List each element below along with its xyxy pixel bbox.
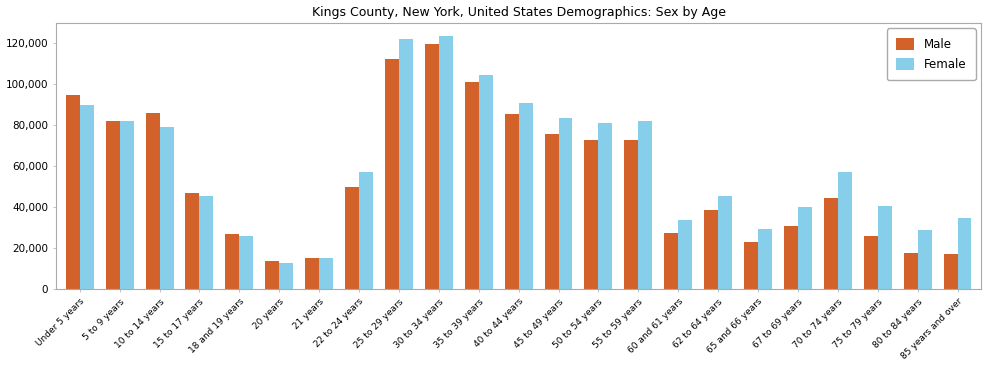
Bar [783,226,797,289]
Bar [504,114,518,289]
Bar [797,207,811,289]
Bar [718,196,732,289]
Bar [279,263,293,289]
Bar [956,218,970,289]
Bar [584,141,598,289]
Bar [558,118,572,289]
Bar [265,261,279,289]
Bar [664,233,677,289]
Bar [743,242,757,289]
Bar [146,113,160,289]
Bar [464,82,478,289]
Bar [677,219,691,289]
Bar [823,198,837,289]
Bar [903,253,917,289]
Bar [943,254,956,289]
Bar [160,127,174,289]
Bar [240,236,253,289]
Bar [106,121,119,289]
Legend: Male, Female: Male, Female [886,28,974,80]
Bar [703,210,718,289]
Bar [863,236,877,289]
Bar [917,230,931,289]
Bar [318,258,332,289]
Bar [478,75,492,289]
Bar [345,187,359,289]
Bar [305,258,318,289]
Bar [119,121,133,289]
Bar [544,134,558,289]
Bar [638,121,652,289]
Bar [624,141,638,289]
Bar [225,234,240,289]
Bar [757,229,771,289]
Bar [439,36,453,289]
Bar [80,105,94,289]
Bar [398,39,412,289]
Bar [424,44,439,289]
Title: Kings County, New York, United States Demographics: Sex by Age: Kings County, New York, United States De… [312,6,725,19]
Bar [877,206,890,289]
Bar [385,59,398,289]
Bar [359,172,373,289]
Bar [518,102,532,289]
Bar [185,193,199,289]
Bar [199,196,213,289]
Bar [837,172,851,289]
Bar [598,123,611,289]
Bar [66,95,80,289]
